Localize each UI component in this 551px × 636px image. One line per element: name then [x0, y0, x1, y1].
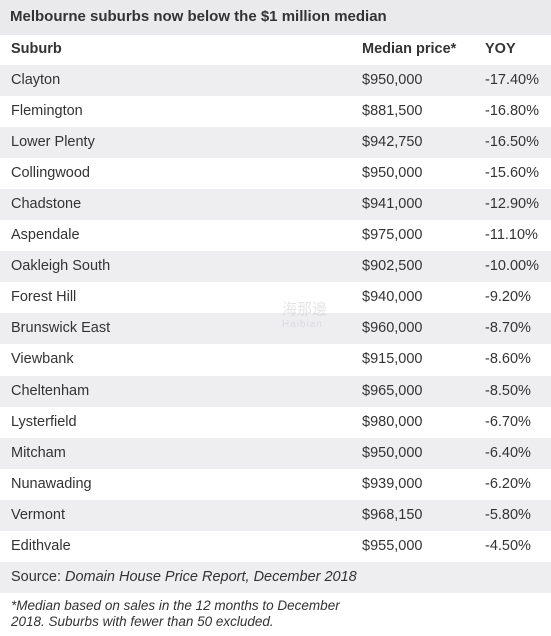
yoy-cell: -6.70% — [485, 413, 531, 430]
yoy-cell: -15.60% — [485, 165, 540, 182]
suburb-cell: Aspendale — [11, 227, 80, 244]
table-row: Forest Hill $940,000 -9.20% — [0, 282, 551, 313]
source-row: Source: Domain House Price Report, Decem… — [0, 562, 551, 593]
suburb-cell: Forest Hill — [11, 289, 77, 306]
title-bar: Melbourne suburbs now below the $1 milli… — [0, 0, 551, 35]
median-price-cell: $980,000 — [362, 413, 423, 430]
column-header-yoy: YOY — [485, 41, 516, 57]
median-price-cell: $939,000 — [362, 475, 423, 492]
table-row: Collingwood $950,000 -15.60% — [0, 158, 551, 189]
median-price-cell: $902,500 — [362, 258, 423, 275]
suburb-cell: Cheltenham — [11, 382, 90, 399]
median-price-cell: $942,750 — [362, 134, 423, 151]
median-price-cell: $881,500 — [362, 103, 423, 120]
yoy-cell: -10.00% — [485, 258, 540, 275]
table-row: Lysterfield $980,000 -6.70% — [0, 407, 551, 438]
yoy-cell: -17.40% — [485, 72, 540, 88]
table-row: Cheltenham $965,000 -8.50% — [0, 375, 551, 407]
yoy-cell: -8.70% — [485, 320, 531, 337]
median-price-cell: $950,000 — [362, 72, 423, 88]
table-row: Flemington $881,500 -16.80% — [0, 96, 551, 127]
suburb-cell: Mitcham — [11, 444, 66, 461]
yoy-cell: -5.80% — [485, 506, 531, 523]
median-price-cell: $960,000 — [362, 320, 423, 337]
suburb-cell: Collingwood — [11, 165, 90, 182]
table-row: Nunawading $939,000 -6.20% — [0, 469, 551, 500]
yoy-cell: -6.40% — [485, 444, 531, 461]
table-row: Edithvale $955,000 -4.50% — [0, 531, 551, 562]
yoy-cell: -16.50% — [485, 134, 540, 151]
suburb-cell: Nunawading — [11, 475, 92, 492]
table-row: Viewbank $915,000 -8.60% — [0, 344, 551, 375]
median-price-cell: $975,000 — [362, 227, 423, 244]
source-text: Source: Domain House Price Report, Decem… — [11, 562, 357, 593]
table-row: Oakleigh South $902,500 -10.00% — [0, 251, 551, 283]
yoy-cell: -11.10% — [485, 227, 538, 244]
median-price-cell: $940,000 — [362, 289, 423, 306]
yoy-cell: -8.50% — [485, 382, 531, 399]
median-price-cell: $968,150 — [362, 506, 423, 523]
table-row: Clayton $950,000 -17.40% — [0, 65, 551, 96]
suburb-cell: Flemington — [11, 103, 83, 120]
suburb-cell: Chadstone — [11, 196, 82, 213]
yoy-cell: -8.60% — [485, 351, 531, 368]
suburb-cell: Brunswick East — [11, 320, 111, 337]
source-prefix: Source: — [11, 569, 65, 585]
median-price-cell: $965,000 — [362, 382, 423, 399]
median-price-cell: $955,000 — [362, 537, 423, 554]
column-header-suburb: Suburb — [11, 41, 62, 57]
median-price-cell: $915,000 — [362, 351, 423, 368]
yoy-cell: -9.20% — [485, 289, 531, 306]
table-row: Chadstone $941,000 -12.90% — [0, 189, 551, 221]
table-row: Vermont $968,150 -5.80% — [0, 499, 551, 531]
suburb-cell: Oakleigh South — [11, 258, 111, 275]
suburb-cell: Edithvale — [11, 537, 71, 554]
table-row: Mitcham $950,000 -6.40% — [0, 437, 551, 469]
column-header-median-price: Median price* — [362, 41, 457, 57]
suburb-cell: Clayton — [11, 72, 61, 88]
table-row: Lower Plenty $942,750 -16.50% — [0, 127, 551, 159]
median-price-cell: $950,000 — [362, 165, 423, 182]
source-name: Domain House Price Report, December 2018 — [65, 569, 357, 585]
table-row: Brunswick East $960,000 -8.70% — [0, 313, 551, 345]
yoy-cell: -16.80% — [485, 103, 540, 120]
table-row: Aspendale $975,000 -11.10% — [0, 220, 551, 251]
table-title: Melbourne suburbs now below the $1 milli… — [10, 8, 387, 25]
footnote: *Median based on sales in the 12 months … — [11, 598, 340, 629]
table-header-row: Suburb Median price* YOY — [0, 34, 551, 65]
yoy-cell: -12.90% — [485, 196, 540, 213]
suburb-cell: Viewbank — [11, 351, 74, 368]
median-price-cell: $950,000 — [362, 444, 423, 461]
yoy-cell: -6.20% — [485, 475, 531, 492]
suburb-cell: Lysterfield — [11, 413, 77, 430]
suburb-cell: Vermont — [11, 506, 65, 523]
yoy-cell: -4.50% — [485, 537, 531, 554]
suburb-cell: Lower Plenty — [11, 134, 95, 151]
median-price-cell: $941,000 — [362, 196, 423, 213]
